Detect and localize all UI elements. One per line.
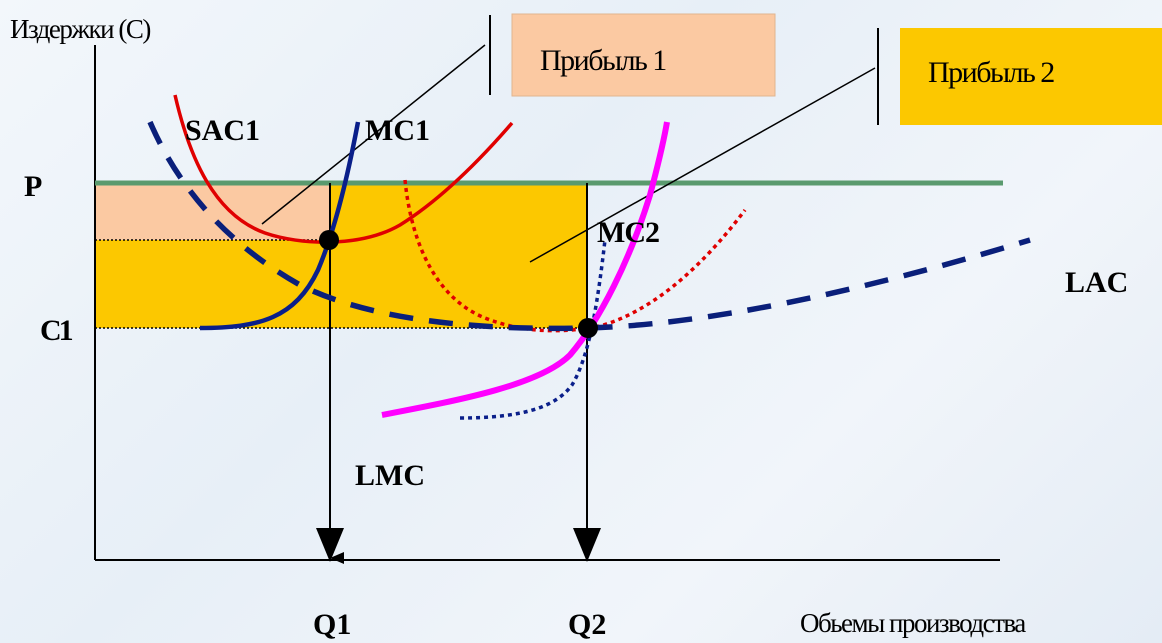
mc1-label: MC1 xyxy=(365,114,430,147)
profit-2-box xyxy=(900,28,1162,125)
mc1-curve xyxy=(199,121,361,331)
q1-arrowhead xyxy=(316,528,344,562)
lac-label: LAC xyxy=(1065,266,1128,299)
profit-1-label: Прибыль 1 xyxy=(540,44,666,77)
profit-2-label: Прибыль 2 xyxy=(928,56,1054,89)
sac1-min-point xyxy=(319,230,339,250)
q2-arrowhead xyxy=(573,528,601,562)
lmc-curve xyxy=(381,121,670,418)
q2-label: Q2 xyxy=(568,608,606,641)
lac-curve xyxy=(147,120,1031,332)
y-axis-title: Издержки (С) xyxy=(10,14,150,44)
sac2-curve xyxy=(403,179,747,333)
price-label: P xyxy=(24,170,42,203)
profit-2-callout xyxy=(529,67,876,263)
profit-1-box xyxy=(511,13,776,97)
sac1-label: SAC1 xyxy=(185,114,260,147)
x-axis-title: Обьемы производства xyxy=(800,608,1026,638)
cost-label: C1 xyxy=(40,314,73,347)
lmc-label: LMC xyxy=(355,459,425,492)
profit-1-callout xyxy=(261,44,486,225)
q1-label: Q1 xyxy=(313,608,351,641)
lac-min-point xyxy=(578,318,598,338)
mc2-label: MC2 xyxy=(597,216,659,249)
mc2-curve xyxy=(459,239,607,420)
profit-2-region xyxy=(95,240,587,328)
profit-2-region-upper xyxy=(330,183,587,240)
